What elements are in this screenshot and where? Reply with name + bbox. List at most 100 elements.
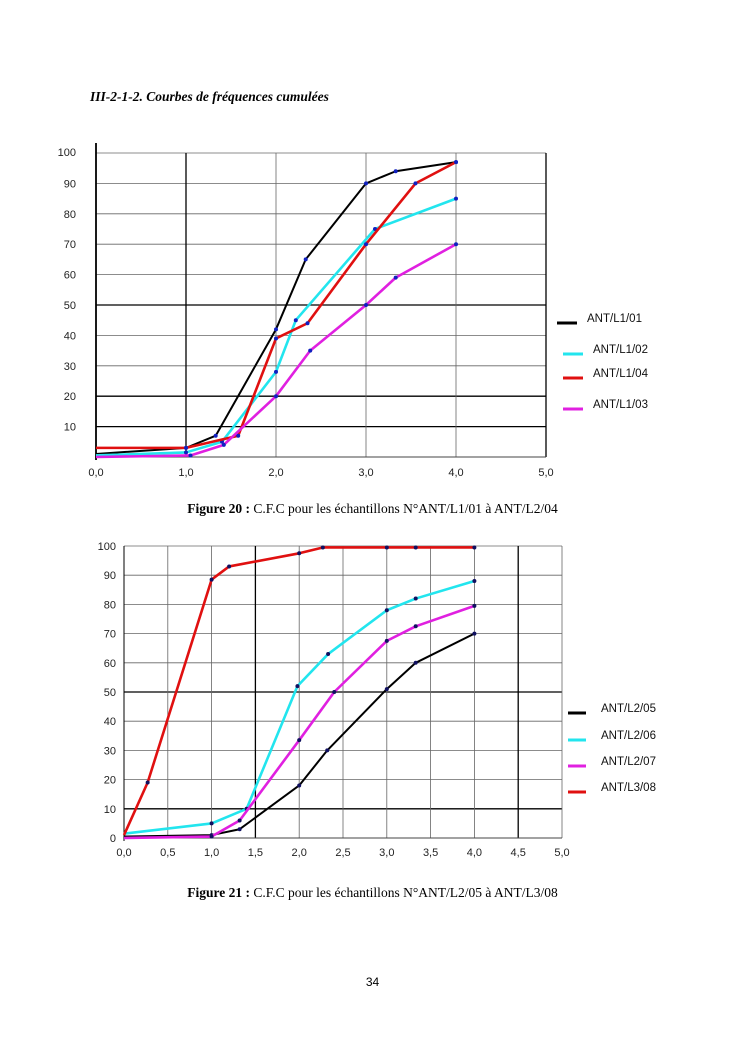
data-point [188,453,193,458]
y-tick-label: 100 [58,147,76,159]
x-tick-label: 1,0 [178,467,193,479]
y-tick-label: 50 [64,300,76,312]
x-tick-label: 2,5 [335,847,350,859]
data-point [454,196,458,201]
series-line-ant-l2-05 [123,632,475,838]
y-tick-label: 30 [64,361,76,373]
data-point [274,336,278,341]
y-tick-label: 0 [110,833,116,845]
y-tick-label: 40 [104,716,116,728]
data-point [364,303,368,307]
page-number: 34 [365,975,380,989]
y-tick-label: 70 [64,239,76,251]
series-line-ant-l2-07 [123,604,475,840]
x-tick-label: 2,0 [268,467,283,479]
data-point [393,275,398,280]
data-point [237,827,242,832]
data-point [209,821,214,826]
section-title: III-2-1-2. Courbes de fréquences cumulée… [90,89,329,104]
data-point [305,321,310,326]
data-point [184,445,188,450]
data-point [274,394,278,399]
x-tick-label: 0,0 [116,847,131,859]
series-line-ant-l2-06 [123,579,475,835]
y-tick-label: 20 [64,391,76,403]
data-point [472,603,477,608]
data-point [293,318,298,323]
data-point [325,748,330,753]
y-tick-label: 50 [104,687,116,699]
data-point [184,450,188,455]
legend-label: ANT/L3/08 [601,782,656,794]
legend-label: ANT/L2/05 [601,703,656,715]
x-tick-label: 4,5 [511,847,526,859]
y-tick-label: 90 [64,178,76,190]
data-point [472,545,477,550]
data-point [320,545,325,550]
legend-label: ANT/L2/07 [601,756,656,768]
data-point [454,242,458,247]
legend-label: ANT/L2/06 [601,730,656,742]
y-tick-label: 80 [104,599,116,611]
data-point [209,833,214,838]
x-tick-label: 2,0 [292,847,307,859]
x-tick-label: 3,5 [423,847,438,859]
figure-20-text: C.F.C pour les échantillons N°ANT/L1/01 … [250,501,558,516]
data-point [326,652,331,657]
data-point [472,631,477,636]
x-tick-label: 1,0 [204,847,219,859]
data-point [209,577,214,582]
data-point [274,369,278,374]
y-tick-label: 70 [104,629,116,641]
data-point [413,624,418,629]
x-tick-label: 1,5 [248,847,263,859]
figure-20-caption: Figure 20 : C.F.C pour les échantillons … [0,501,745,517]
y-tick-label: 20 [104,775,116,787]
data-point [384,608,389,613]
x-tick-label: 5,0 [538,467,553,479]
x-tick-label: 0,5 [160,847,175,859]
series-line-ant-l3-08 [122,546,475,836]
data-point [237,818,242,823]
data-point [454,160,458,165]
figure-21-text: C.F.C pour les échantillons N°ANT/L2/05 … [250,885,558,900]
figure-20-label: Figure 20 : [187,501,251,516]
figure-21-label: Figure 21 : [187,885,251,900]
x-tick-label: 5,0 [554,847,569,859]
series-line-ant-l1-03 [95,243,457,459]
data-point [221,442,226,447]
data-point [209,834,214,839]
y-tick-label: 100 [98,541,116,553]
y-tick-label: 60 [104,658,116,670]
data-point [332,690,337,694]
data-point [413,545,418,550]
data-point [308,348,313,353]
data-point [364,242,368,247]
y-tick-label: 60 [64,270,76,282]
x-tick-label: 4,0 [448,467,463,479]
data-point [413,660,418,665]
legend-label: ANT/L1/01 [587,313,642,325]
data-point [384,545,389,550]
data-point [297,551,302,556]
y-tick-label: 40 [64,330,76,342]
data-point [244,806,249,811]
data-point [413,181,418,186]
y-tick-label: 90 [104,570,116,582]
data-point [364,181,368,186]
x-tick-label: 3,0 [358,467,373,479]
series-line-ant-l1-04 [96,160,457,450]
legend-label: ANT/L1/04 [593,368,649,380]
y-tick-label: 30 [104,745,116,757]
chart-figure-20: 0,0 1,0 2,0 3,0 4,0 5,0 10 20 30 40 50 60 70 80 90 100 A… [58,143,649,479]
x-tick-label: 3,0 [379,847,394,859]
data-point [297,738,302,743]
data-point [213,433,218,438]
data-point [472,579,477,584]
legend-label: ANT/L1/02 [593,344,648,356]
data-point [413,596,418,601]
data-point [297,783,302,788]
data-point [295,684,300,689]
y-tick-label: 80 [64,209,76,221]
data-point [274,327,278,332]
